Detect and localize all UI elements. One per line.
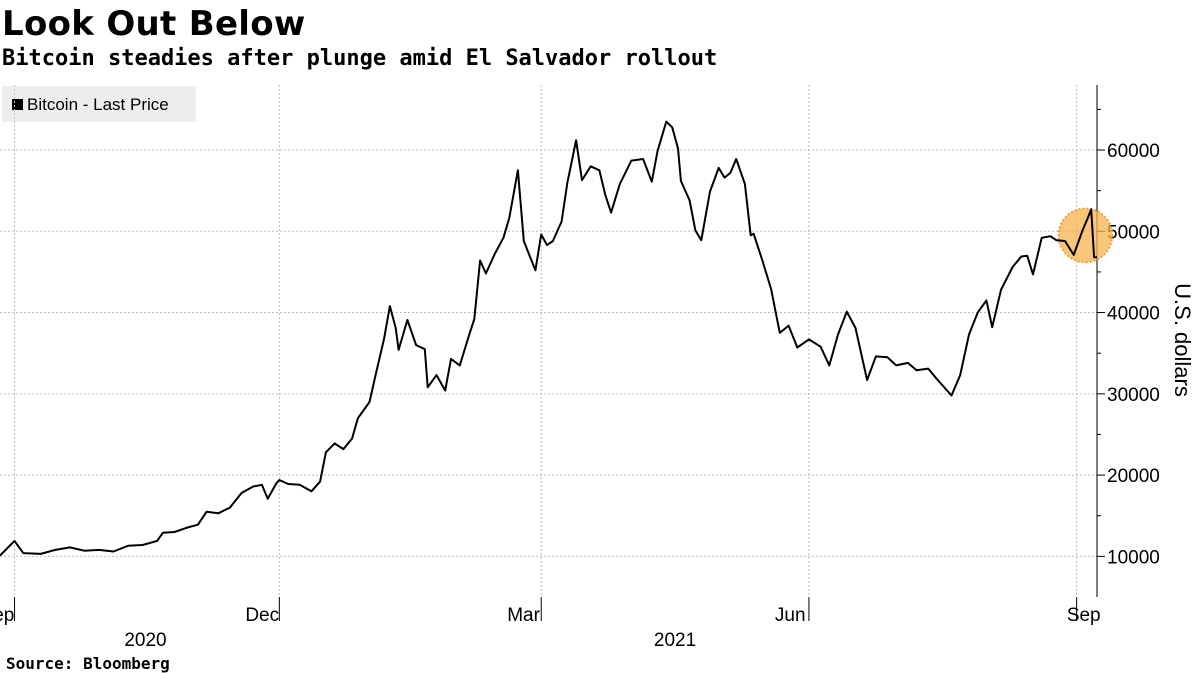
year-label: 2021: [654, 630, 696, 651]
y-axis-label: U.S. dollars: [1170, 283, 1195, 397]
grid: [0, 85, 1097, 597]
x-tick-label: Dec: [245, 605, 279, 626]
y-tick-label: 20000: [1107, 466, 1160, 487]
highlight-circle: [1057, 207, 1114, 264]
chart-subtitle: Bitcoin steadies after plunge amid El Sa…: [2, 46, 718, 71]
x-tick-label: Jun: [775, 605, 806, 626]
x-tick-label: Sep: [0, 605, 14, 626]
legend-label: Bitcoin - Last Price: [27, 95, 169, 114]
source-note: Source: Bloomberg: [6, 654, 170, 673]
x-tick-label: Mar: [507, 605, 540, 626]
y-tick-label: 10000: [1107, 547, 1160, 568]
axes: 10000 20000 30000 40000 50000 60000 Sep Dec Mar J…: [0, 85, 1160, 651]
legend: Bitcoin - Last Price: [2, 86, 196, 122]
y-tick-label: 40000: [1107, 304, 1160, 325]
legend-swatch: [12, 99, 23, 110]
y-tick-label: 30000: [1107, 385, 1160, 406]
chart-title: Look Out Below: [2, 4, 306, 44]
y-tick-label: 60000: [1107, 141, 1160, 162]
y-tick-label: 50000: [1107, 222, 1160, 243]
x-tick-label: Sep: [1067, 605, 1101, 626]
bitcoin-price-line: [0, 120, 1097, 557]
year-label: 2020: [124, 630, 166, 651]
